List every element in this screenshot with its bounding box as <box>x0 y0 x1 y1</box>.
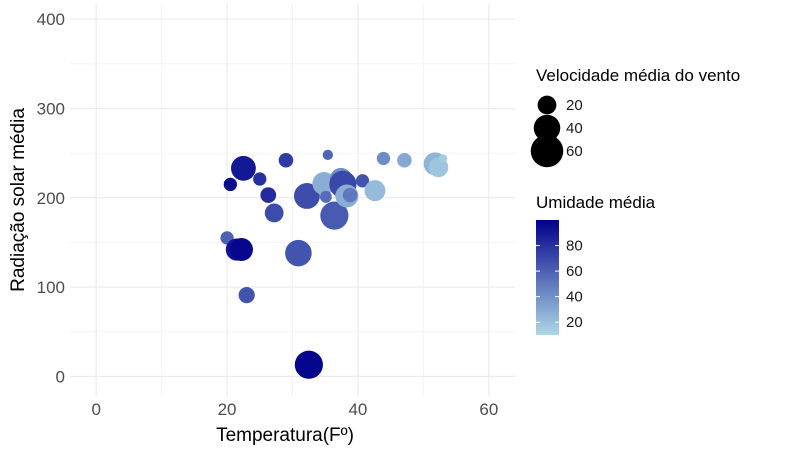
color-legend-ticks: 20 40 60 80 <box>536 238 583 331</box>
data-point <box>355 174 370 188</box>
color-legend: Umidade média 20 40 60 80 <box>536 193 656 335</box>
data-point <box>312 171 336 195</box>
data-point <box>278 152 294 168</box>
x-tick-label: 20 <box>218 400 237 419</box>
data-point <box>223 177 237 192</box>
color-legend-title: Umidade média <box>536 193 656 212</box>
y-tick-label: 100 <box>37 278 65 297</box>
grid-lines <box>70 4 515 396</box>
data-point <box>364 180 386 202</box>
y-axis-ticks: 0 100 200 300 400 <box>37 10 65 386</box>
x-tick-label: 60 <box>479 400 498 419</box>
size-legend: Velocidade média do vento 20 40 60 <box>530 66 740 168</box>
size-legend-items: 20 40 60 <box>530 95 583 168</box>
size-legend-key <box>537 95 557 115</box>
y-tick-label: 0 <box>56 367 65 386</box>
size-legend-key <box>533 114 561 142</box>
x-axis-title: Temperatura(Fº) <box>216 425 354 446</box>
x-tick-label: 40 <box>348 400 367 419</box>
size-legend-title: Velocidade média do vento <box>536 66 740 85</box>
color-legend-label: 40 <box>566 289 583 306</box>
data-point <box>376 151 391 166</box>
color-legend-label: 20 <box>566 314 583 331</box>
y-tick-label: 300 <box>37 99 65 118</box>
data-point <box>320 201 349 230</box>
color-legend-label: 80 <box>566 238 583 255</box>
y-tick-label: 200 <box>37 189 65 208</box>
color-legend-label: 60 <box>566 263 583 280</box>
data-point <box>230 155 256 181</box>
size-legend-key <box>530 134 564 168</box>
size-legend-label: 60 <box>566 143 583 160</box>
data-point <box>260 187 277 203</box>
data-point <box>319 190 332 203</box>
x-axis-ticks: 0 20 40 60 <box>91 400 498 419</box>
data-point <box>397 152 412 168</box>
data-point <box>264 203 284 223</box>
data-point <box>322 149 333 161</box>
color-bar <box>536 220 559 335</box>
data-points <box>220 149 449 379</box>
size-legend-label: 40 <box>566 120 583 137</box>
y-axis-title: Radiação solar média <box>8 108 29 292</box>
data-point <box>294 350 323 379</box>
size-legend-label: 20 <box>566 97 583 114</box>
data-point <box>253 172 267 186</box>
data-point <box>293 183 320 209</box>
data-point <box>285 239 312 267</box>
data-point <box>238 286 255 304</box>
x-tick-label: 0 <box>91 400 100 419</box>
data-point <box>438 154 448 163</box>
y-tick-label: 400 <box>37 10 65 29</box>
data-point <box>229 238 253 262</box>
data-point <box>342 187 358 203</box>
